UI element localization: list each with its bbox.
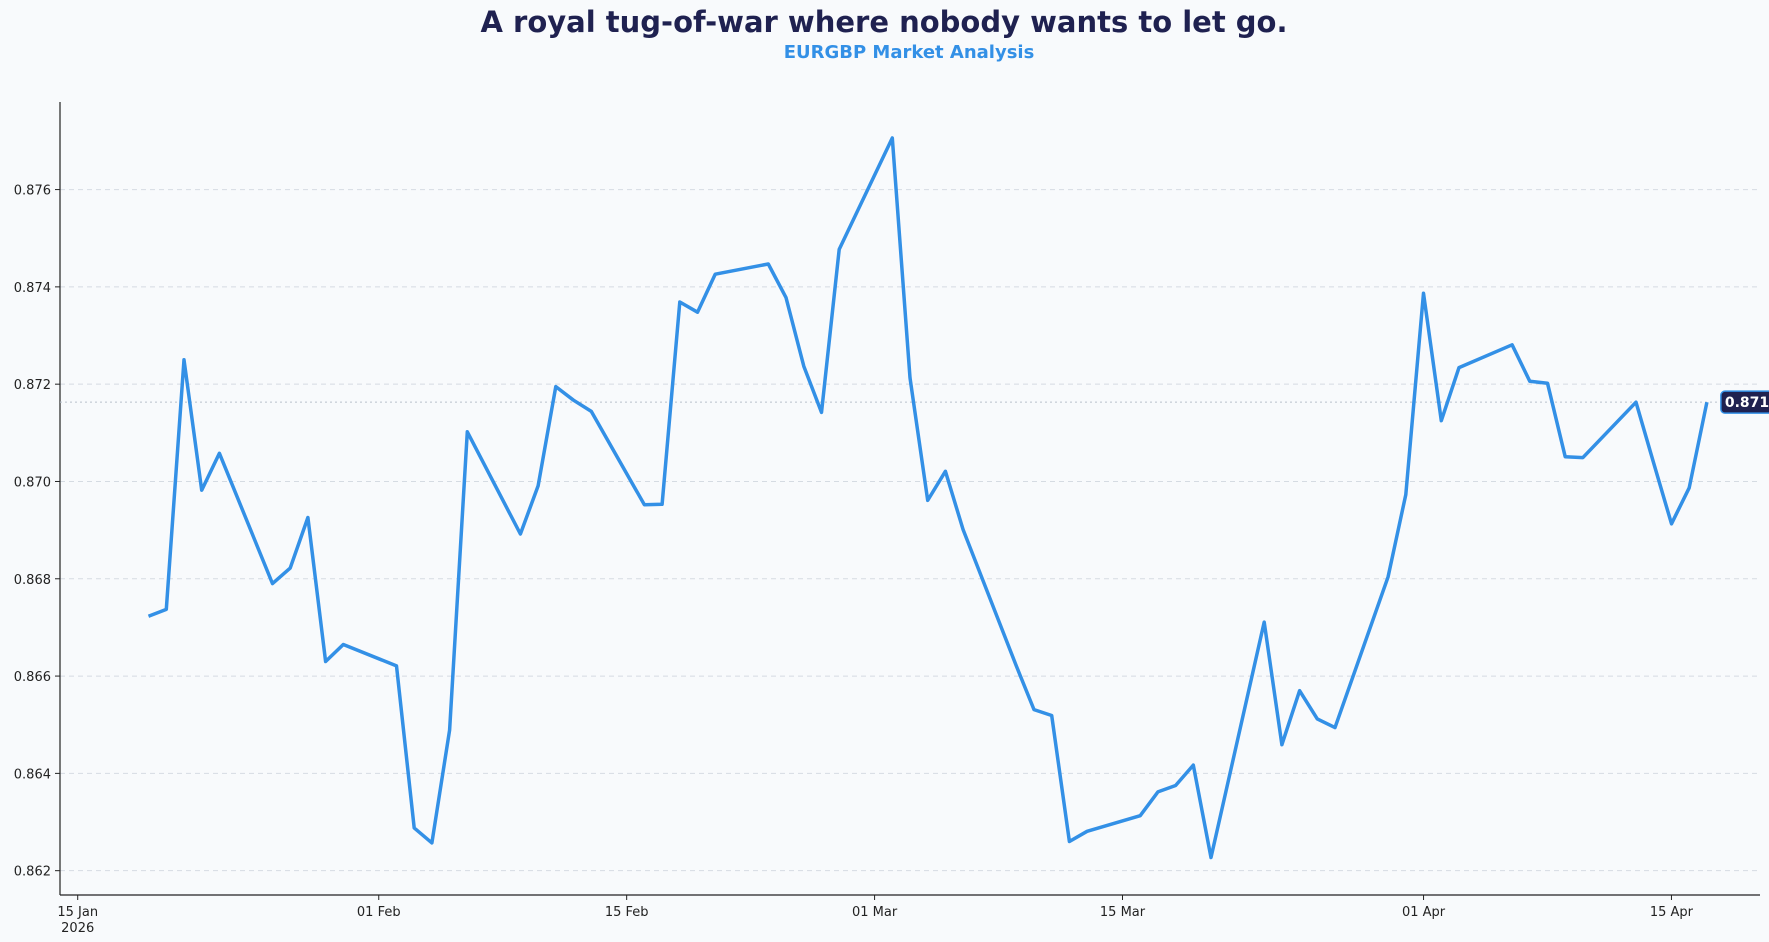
y-tick-label: 0.876 [14,184,51,199]
x-tick-label: 15 Feb [605,905,649,920]
y-tick-label: 0.866 [14,670,51,685]
chart-subtitle: EURGBP Market Analysis [784,42,1035,63]
x-tick-label: 15 Jan 2026 [57,905,98,936]
y-tick-label: 0.864 [14,767,51,782]
y-tick-label: 0.868 [14,573,51,588]
y-tick-label: 0.870 [14,475,51,490]
x-tick-label: 01 Feb [357,905,401,920]
last-value-badge [1720,390,1769,414]
x-tick-label: 01 Mar [852,905,898,920]
price-line [147,136,1709,860]
x-tick-label: 01 Apr [1402,905,1446,920]
y-tick-label: 0.874 [14,281,51,296]
x-tick-label: 15 Mar [1100,905,1146,920]
y-tick-label: 0.872 [14,378,51,393]
last-value-label: 0.8716 [1725,395,1769,411]
x-tick-label: 15 Apr [1650,905,1694,920]
y-tick-label: 0.862 [14,865,51,880]
chart-title: A royal tug-of-war where nobody wants to… [481,5,1288,39]
